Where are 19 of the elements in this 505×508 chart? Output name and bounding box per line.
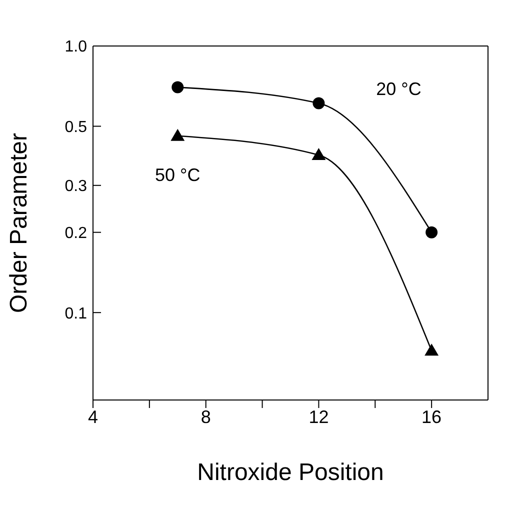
y-axis-title: Order Parameter bbox=[6, 132, 33, 314]
y-tick-label: 0.5 bbox=[64, 118, 88, 136]
y-tick-label: 0.3 bbox=[64, 178, 88, 196]
x-axis-title: Nitroxide Position bbox=[197, 459, 384, 486]
point bbox=[312, 148, 326, 160]
point bbox=[170, 128, 185, 141]
series-label: 20 °C bbox=[376, 79, 422, 100]
x-tick-label: 4 bbox=[88, 406, 98, 427]
point bbox=[312, 97, 325, 110]
y-tick-label: 0.1 bbox=[64, 305, 88, 322]
point bbox=[424, 344, 439, 356]
point bbox=[172, 81, 184, 94]
x-tick-label: 12 bbox=[308, 406, 329, 427]
x-tick-label: 16 bbox=[422, 406, 442, 427]
y-tick-label: 0.2 bbox=[64, 225, 88, 242]
series-label: 50 °C bbox=[155, 164, 200, 185]
point bbox=[426, 226, 438, 238]
y-tick-label: 1.0 bbox=[64, 38, 88, 56]
x-tick-label: 8 bbox=[200, 406, 211, 427]
